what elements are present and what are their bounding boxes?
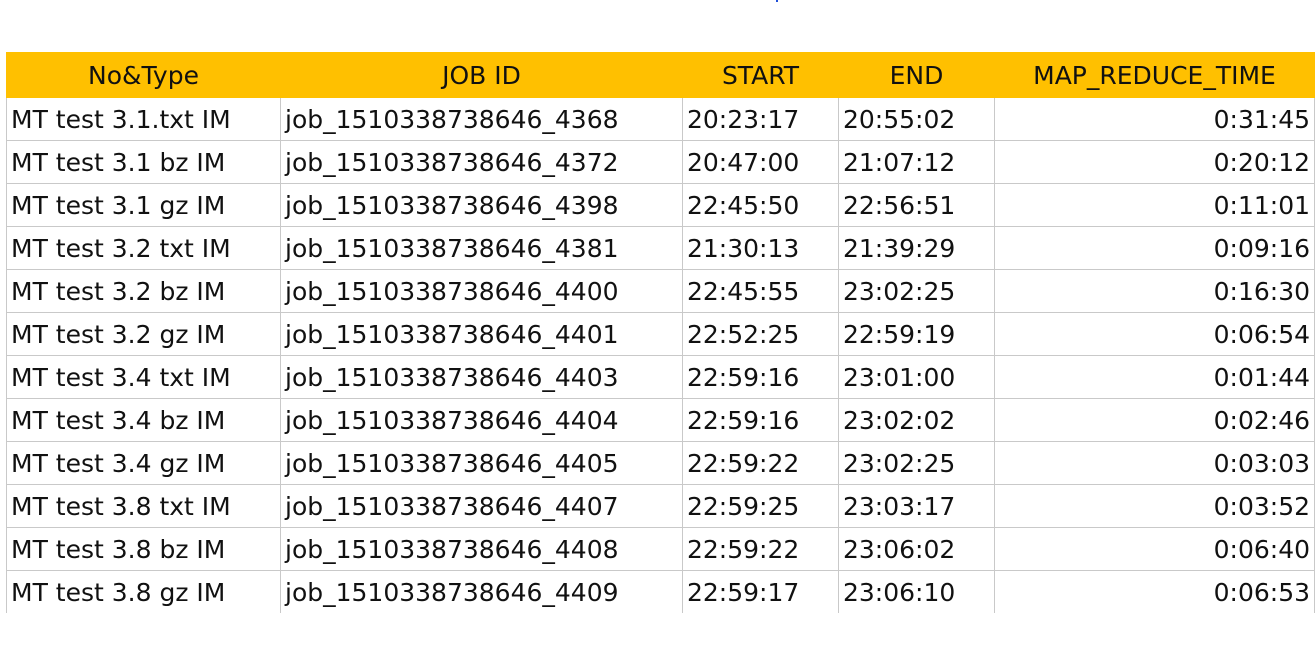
table-row: MT test 3.8 gz IM job_1510338738646_4409 2… — [6, 570, 1315, 613]
cell-end[interactable]: 23:06:02 — [838, 527, 995, 571]
cell-start[interactable]: 22:59:16 — [682, 355, 839, 399]
cell-no-type[interactable]: MT test 3.8 gz IM — [6, 570, 281, 613]
cell-start[interactable]: 22:45:50 — [682, 183, 839, 227]
cell-end[interactable]: 21:07:12 — [838, 140, 995, 184]
cell-start[interactable]: 20:47:00 — [682, 140, 839, 184]
cell-job-id[interactable]: job_1510338738646_4372 — [280, 140, 683, 184]
cell-job-id[interactable]: job_1510338738646_4404 — [280, 398, 683, 442]
cell-no-type[interactable]: MT test 3.2 gz IM — [6, 312, 281, 356]
table-row: MT test 3.8 bz IM job_1510338738646_4408 2… — [6, 527, 1315, 571]
cell-end[interactable]: 22:56:51 — [838, 183, 995, 227]
cell-map-reduce-time[interactable]: 0:11:01 — [994, 183, 1315, 227]
cell-no-type[interactable]: MT test 3.4 bz IM — [6, 398, 281, 442]
cell-map-reduce-time[interactable]: 0:06:53 — [994, 570, 1315, 613]
cell-end[interactable]: 22:59:19 — [838, 312, 995, 356]
cell-start[interactable]: 20:23:17 — [682, 97, 839, 141]
table-row: MT test 3.1 gz IM job_1510338738646_4398 2… — [6, 183, 1315, 227]
table-row: MT test 3.4 gz IM job_1510338738646_4405 2… — [6, 441, 1315, 485]
cell-no-type[interactable]: MT test 3.1 bz IM — [6, 140, 281, 184]
cell-map-reduce-time[interactable]: 0:20:12 — [994, 140, 1315, 184]
cell-map-reduce-time[interactable]: 0:06:40 — [994, 527, 1315, 571]
cell-job-id[interactable]: job_1510338738646_4405 — [280, 441, 683, 485]
cell-map-reduce-time[interactable]: 0:06:54 — [994, 312, 1315, 356]
cell-start[interactable]: 22:59:22 — [682, 441, 839, 485]
table-row: MT test 3.2 txt IM job_1510338738646_4381… — [6, 226, 1315, 270]
cell-job-id[interactable]: job_1510338738646_4407 — [280, 484, 683, 528]
cell-map-reduce-time[interactable]: 0:09:16 — [994, 226, 1315, 270]
cell-no-type[interactable]: MT test 3.4 gz IM — [6, 441, 281, 485]
cell-start[interactable]: 22:45:55 — [682, 269, 839, 313]
cell-no-type[interactable]: MT test 3.2 bz IM — [6, 269, 281, 313]
header-start[interactable]: START — [682, 52, 839, 98]
cell-job-id[interactable]: job_1510338738646_4401 — [280, 312, 683, 356]
table-row: MT test 3.2 bz IM job_1510338738646_4400 2… — [6, 269, 1315, 313]
cell-no-type[interactable]: MT test 3.4 txt IM — [6, 355, 281, 399]
cell-end[interactable]: 23:06:10 — [838, 570, 995, 613]
cell-job-id[interactable]: job_1510338738646_4398 — [280, 183, 683, 227]
table-row: MT test 3.2 gz IM job_1510338738646_4401 2… — [6, 312, 1315, 356]
cell-end[interactable]: 23:02:25 — [838, 441, 995, 485]
cell-no-type[interactable]: MT test 3.8 txt IM — [6, 484, 281, 528]
cell-start[interactable]: 22:59:25 — [682, 484, 839, 528]
job-timing-table: No&Type JOB ID START END MAP_REDUCE_TIME… — [6, 52, 1315, 613]
cell-map-reduce-time[interactable]: 0:03:03 — [994, 441, 1315, 485]
cell-job-id[interactable]: job_1510338738646_4381 — [280, 226, 683, 270]
table-row: MT test 3.4 txt IM job_1510338738646_4403… — [6, 355, 1315, 399]
header-no-type[interactable]: No&Type — [6, 52, 281, 98]
cell-job-id[interactable]: job_1510338738646_4400 — [280, 269, 683, 313]
cell-start[interactable]: 22:59:17 — [682, 570, 839, 613]
header-job-id[interactable]: JOB ID — [280, 52, 683, 98]
cell-map-reduce-time[interactable]: 0:31:45 — [994, 97, 1315, 141]
cell-no-type[interactable]: MT test 3.1 gz IM — [6, 183, 281, 227]
cell-no-type[interactable]: MT test 3.8 bz IM — [6, 527, 281, 571]
table-row: MT test 3.4 bz IM job_1510338738646_4404 2… — [6, 398, 1315, 442]
cell-map-reduce-time[interactable]: 0:16:30 — [994, 269, 1315, 313]
header-end[interactable]: END — [838, 52, 995, 98]
blue-dot-mark — [776, 0, 778, 2]
cell-start[interactable]: 22:52:25 — [682, 312, 839, 356]
cell-job-id[interactable]: job_1510338738646_4403 — [280, 355, 683, 399]
table-row: MT test 3.1.txt IM job_1510338738646_4368… — [6, 97, 1315, 141]
cell-start[interactable]: 22:59:16 — [682, 398, 839, 442]
header-row: No&Type JOB ID START END MAP_REDUCE_TIME — [6, 52, 1315, 98]
table-row: MT test 3.1 bz IM job_1510338738646_4372 2… — [6, 140, 1315, 184]
cell-end[interactable]: 23:01:00 — [838, 355, 995, 399]
header-map-reduce-time[interactable]: MAP_REDUCE_TIME — [994, 52, 1315, 98]
cell-job-id[interactable]: job_1510338738646_4368 — [280, 97, 683, 141]
cell-no-type[interactable]: MT test 3.1.txt IM — [6, 97, 281, 141]
cell-end[interactable]: 20:55:02 — [838, 97, 995, 141]
cell-start[interactable]: 21:30:13 — [682, 226, 839, 270]
cell-map-reduce-time[interactable]: 0:02:46 — [994, 398, 1315, 442]
cell-no-type[interactable]: MT test 3.2 txt IM — [6, 226, 281, 270]
cell-end[interactable]: 23:02:25 — [838, 269, 995, 313]
cell-job-id[interactable]: job_1510338738646_4408 — [280, 527, 683, 571]
table-row: MT test 3.8 txt IM job_1510338738646_4407… — [6, 484, 1315, 528]
cell-end[interactable]: 23:03:17 — [838, 484, 995, 528]
cell-end[interactable]: 23:02:02 — [838, 398, 995, 442]
cell-map-reduce-time[interactable]: 0:03:52 — [994, 484, 1315, 528]
cell-end[interactable]: 21:39:29 — [838, 226, 995, 270]
cell-start[interactable]: 22:59:22 — [682, 527, 839, 571]
cell-job-id[interactable]: job_1510338738646_4409 — [280, 570, 683, 613]
cell-map-reduce-time[interactable]: 0:01:44 — [994, 355, 1315, 399]
